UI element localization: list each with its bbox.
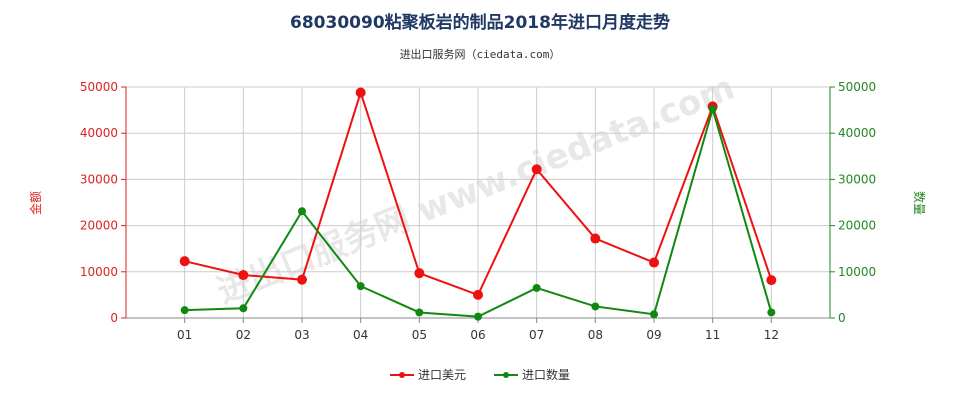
- chart-subtitle: 进出口服务网（ciedata.com）: [399, 48, 561, 61]
- series-1-point: [708, 105, 717, 114]
- legend-swatch-qty: [494, 371, 518, 378]
- series-0-point: [531, 164, 542, 175]
- legend-swatch-usd: [389, 371, 414, 378]
- series-1-point: [180, 306, 189, 315]
- left-tick-label: 30000: [80, 172, 118, 186]
- chart-title: 68030090粘聚板岩的制品2018年进口月度走势: [290, 13, 670, 33]
- x-tick-label: 04: [353, 328, 368, 342]
- x-tick-label: 11: [705, 328, 720, 342]
- legend-item-qty[interactable]: 进口数量: [494, 366, 570, 383]
- series-1-point: [356, 282, 365, 291]
- x-tick-label: 08: [588, 328, 603, 342]
- x-tick-label: 05: [412, 328, 427, 342]
- left-tick-label: 50000: [80, 80, 118, 94]
- series-1-point: [650, 310, 658, 319]
- x-tick-label: 07: [529, 328, 544, 342]
- left-tick-label: 20000: [80, 219, 118, 233]
- x-tick-label: 01: [177, 328, 192, 342]
- x-tick-label: 12: [764, 328, 779, 342]
- right-tick-label: 20000: [838, 219, 876, 233]
- right-tick-label: 50000: [838, 80, 876, 94]
- series-0-point: [355, 87, 366, 98]
- series-1-point: [239, 304, 248, 313]
- series-1-point: [298, 207, 306, 216]
- left-tick-label: 10000: [80, 265, 118, 279]
- series-1-point: [532, 283, 541, 292]
- series-1-point: [415, 308, 424, 317]
- series-0-point: [414, 268, 425, 279]
- series-0-point: [297, 274, 307, 285]
- right-tick-label: 0: [838, 311, 846, 325]
- series-1-point: [767, 308, 776, 317]
- right-axis-title: 数量: [912, 191, 927, 215]
- right-tick-label: 30000: [838, 172, 876, 186]
- right-tick-label: 10000: [838, 265, 876, 279]
- left-tick-label: 40000: [80, 126, 118, 140]
- series-0-point: [238, 270, 249, 281]
- series-0-point: [590, 233, 601, 244]
- series-0-point: [766, 275, 777, 286]
- left-axis-title: 金额: [28, 191, 43, 215]
- watermark: 进出口服务网 www.ciedata.com: [212, 67, 741, 312]
- series-1-point: [591, 302, 600, 311]
- x-tick-label: 02: [236, 328, 251, 342]
- legend-label-qty: 进口数量: [522, 368, 571, 382]
- series-0-point: [473, 289, 483, 300]
- legend-label-usd: 进口美元: [417, 368, 466, 382]
- left-tick-label: 0: [110, 311, 118, 325]
- legend-item-usd[interactable]: 进口美元: [389, 366, 466, 383]
- legend: 进口美元 进口数量: [0, 366, 960, 383]
- x-tick-label: 03: [294, 328, 309, 342]
- x-tick-label: 09: [646, 328, 661, 342]
- x-tick-label: 06: [470, 328, 485, 342]
- series-1-point: [474, 312, 482, 321]
- series-0-point: [649, 257, 659, 268]
- right-tick-label: 40000: [838, 126, 876, 140]
- series-0-point: [179, 256, 190, 267]
